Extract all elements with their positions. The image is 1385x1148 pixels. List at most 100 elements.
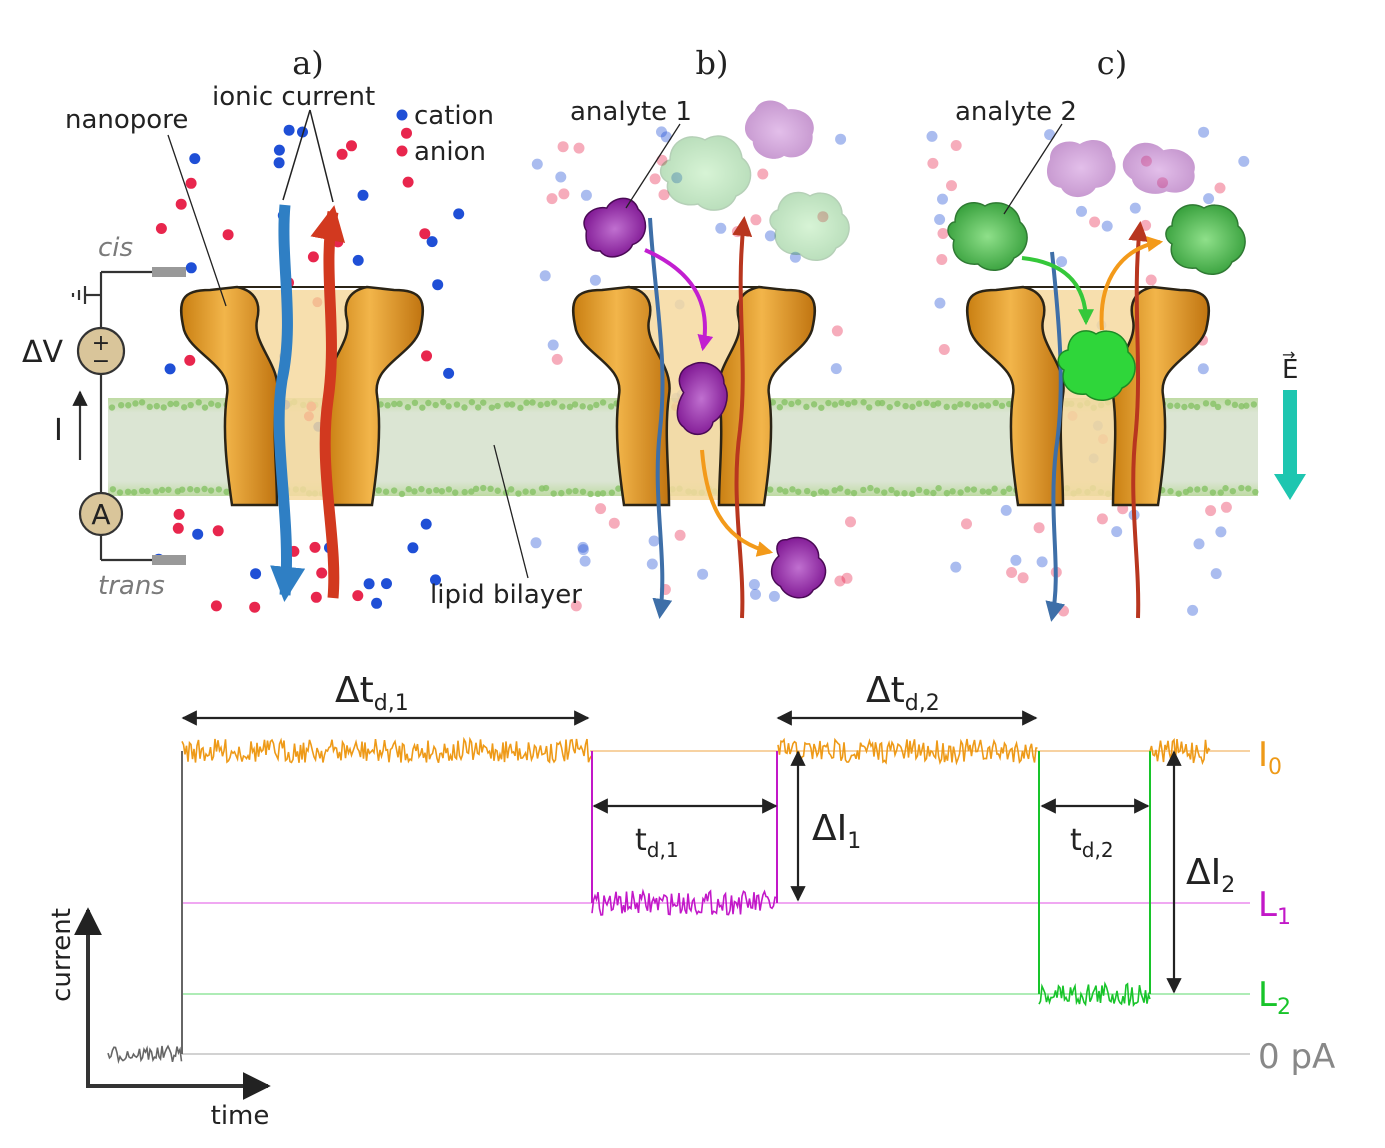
lipid-head-bottom — [1245, 485, 1252, 492]
lipid-head-top — [1202, 400, 1210, 407]
ion — [430, 574, 441, 586]
anion-current-arrow — [310, 205, 346, 599]
ion — [352, 590, 364, 602]
lipid-head-top — [1214, 403, 1222, 411]
lipid-head-top — [503, 401, 511, 408]
ion-faded — [748, 579, 760, 590]
lipid-head-bottom — [565, 488, 573, 495]
ion-faded — [674, 529, 686, 541]
lipid-head-top — [132, 400, 139, 407]
nanopore-label: nanopore — [65, 105, 188, 135]
ion — [250, 568, 262, 580]
field-label: E — [1282, 355, 1298, 385]
ion-faded — [937, 228, 949, 239]
lipid-head-bottom — [1209, 489, 1217, 496]
current-i-label: I — [54, 413, 63, 448]
lipid-head-bottom — [152, 488, 160, 495]
lipid-head-top — [146, 403, 153, 411]
lipid-head-top — [508, 401, 516, 408]
current-trace-panel: current time Δtd,1 Δtd,2 td,1 td,2 ΔI1 Δ… — [47, 670, 1335, 1131]
lipid-head-top — [943, 403, 950, 411]
ion-faded — [530, 537, 542, 549]
ion — [155, 223, 167, 234]
ion-faded — [1198, 126, 1210, 138]
lipid-head-bottom — [405, 485, 412, 493]
lipid-head-bottom — [873, 487, 881, 494]
lipid-head-bottom — [923, 488, 930, 496]
lipid-head-top — [208, 400, 215, 407]
lipid-head-bottom — [158, 486, 166, 494]
y-axis-label: current — [47, 908, 77, 1002]
di2-label: ΔI2 — [1186, 852, 1235, 898]
panel-label-c: c) — [1097, 44, 1127, 82]
current-line-c-blue — [1045, 251, 1066, 622]
lipid-head-top — [480, 399, 487, 406]
ion-faded — [937, 193, 948, 205]
lipid-head-bottom — [468, 488, 475, 495]
ion-faded — [1238, 155, 1250, 167]
ion — [172, 522, 184, 534]
ion — [336, 148, 348, 160]
ion-faded — [936, 254, 948, 265]
ion-faded — [649, 173, 661, 185]
lipid-head-top — [886, 403, 893, 411]
ion — [357, 189, 369, 201]
ion — [212, 525, 224, 537]
lipid-head-bottom — [461, 488, 468, 496]
ion-faded — [660, 131, 672, 143]
lipid-head-top — [523, 399, 530, 406]
lipid-head-top — [794, 399, 802, 406]
lipid-head-bottom — [599, 490, 607, 497]
ion-faded — [1056, 256, 1068, 268]
lipid-head-top — [529, 399, 536, 406]
ion-side — [551, 353, 563, 365]
current-line-b-blue — [648, 217, 673, 619]
trans-label: trans — [98, 571, 165, 601]
lipid-head-top — [468, 398, 476, 406]
lipid-head-bottom — [608, 489, 616, 496]
lipid-head-bottom — [836, 485, 844, 492]
lipid-head-bottom — [915, 486, 923, 494]
panel-label-b: b) — [696, 44, 729, 82]
lipid-head-bottom — [930, 489, 937, 497]
lipid-head-bottom — [487, 485, 494, 493]
lipid-head-top — [411, 399, 419, 407]
analyte-1-inside — [676, 361, 728, 435]
lipid-head-top — [1167, 402, 1174, 410]
lipid-head-bottom — [165, 486, 172, 493]
lipid-head-top — [445, 403, 452, 410]
ion-faded — [595, 503, 607, 515]
lipid-head-bottom — [178, 486, 186, 493]
analyte-1-faded-c2 — [1122, 142, 1195, 194]
ion-faded — [835, 133, 847, 145]
ion-faded — [557, 141, 569, 153]
ion — [192, 528, 204, 540]
lipid-head-bottom — [979, 488, 987, 495]
ion-faded — [608, 517, 620, 529]
td2-label: td,2 — [1070, 823, 1114, 862]
voltage-source — [76, 326, 126, 376]
lipid-head-top — [153, 402, 160, 410]
ion — [297, 126, 308, 138]
lipid-head-top — [984, 402, 992, 409]
cation-label: cation — [414, 101, 494, 131]
lipid-head-bottom — [1201, 485, 1209, 493]
ion — [453, 208, 465, 220]
ion-side — [830, 363, 842, 375]
ammeter-label: A — [91, 498, 110, 531]
lipid-head-top — [586, 404, 594, 411]
lipid-head-bottom — [803, 487, 811, 495]
lipid-head-bottom — [452, 489, 459, 496]
lipid-head-top — [432, 401, 439, 409]
ion-faded — [589, 274, 601, 286]
lipid-head-top — [440, 398, 447, 406]
analyte-1-after — [770, 536, 827, 599]
ion-faded — [1096, 513, 1108, 525]
ion — [346, 140, 357, 152]
level-label-l1: L1 — [1258, 885, 1291, 930]
lipid-head-bottom — [594, 490, 602, 498]
lipid-head-top — [537, 401, 544, 409]
ion — [307, 251, 319, 263]
ion-faded — [750, 214, 762, 226]
lipid-head-top — [138, 399, 146, 406]
